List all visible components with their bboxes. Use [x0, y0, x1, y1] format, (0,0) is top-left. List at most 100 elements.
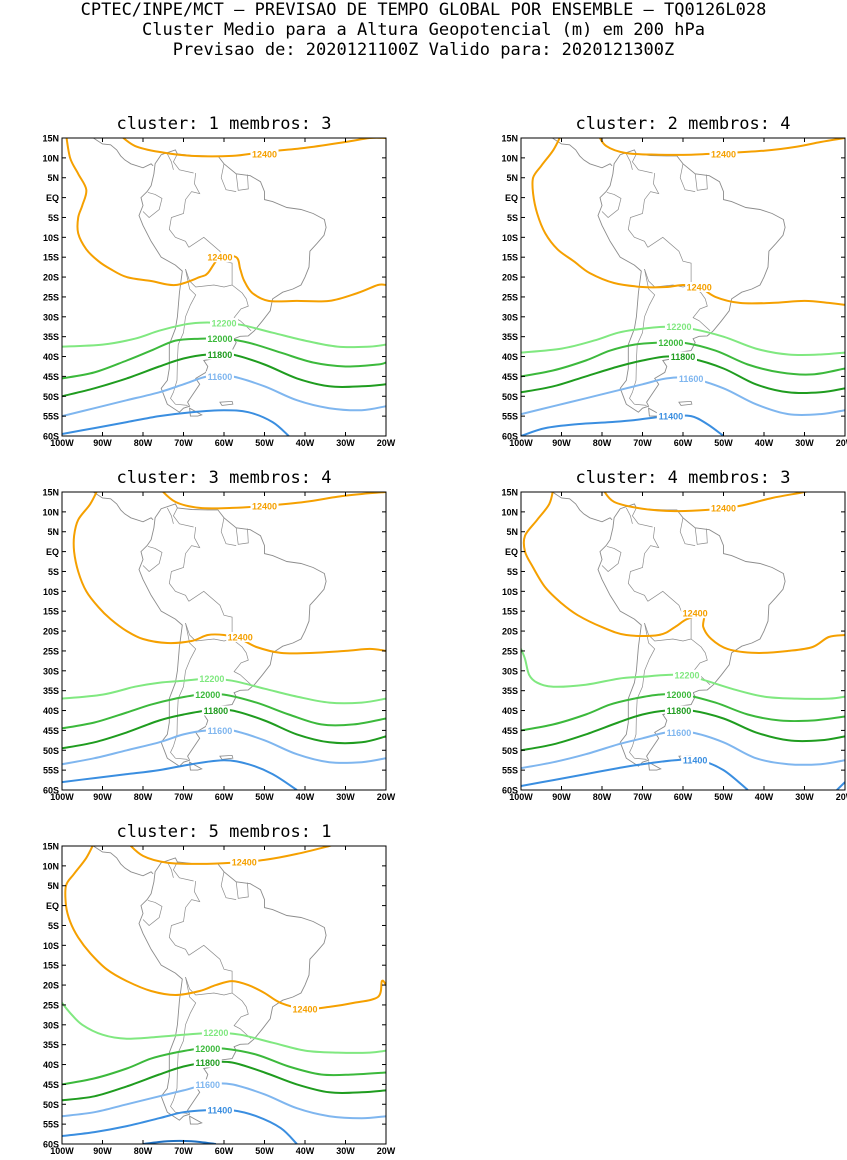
contour-label-background [291, 1003, 319, 1014]
country-border [172, 861, 194, 882]
lat-tick-label: 40S [502, 352, 518, 362]
lat-tick-label: 40S [502, 706, 518, 716]
lon-tick-label: 90W [93, 792, 112, 802]
lat-tick-label: 15S [43, 253, 59, 263]
contour-12400 [598, 138, 845, 156]
country-border [172, 507, 194, 528]
lat-tick-label: 35S [502, 332, 518, 342]
figure-title-line3: Previsao de: 2020121100Z Valido para: 20… [172, 40, 675, 60]
contour-label-background [709, 148, 738, 159]
map-figure: 12400 12400 12200 12000 11800 11600 11400 15N 10… [42, 842, 395, 1157]
contour-label-12000: 12000 [666, 690, 691, 700]
country-border [679, 163, 696, 192]
lon-tick-label: 90W [552, 438, 571, 448]
contour-label-background [669, 351, 697, 362]
lat-tick-label: 15S [502, 607, 518, 617]
lat-tick-label: 35S [43, 686, 59, 696]
country-border [627, 172, 660, 248]
lon-tick-label: 100W [50, 792, 74, 802]
contour-label-background [250, 148, 279, 159]
map-area: 12400 12400 12200 12000 11800 11600 11400 [521, 492, 845, 790]
lat-tick-label: 35S [43, 332, 59, 342]
contour-11400 [62, 759, 298, 790]
map-area: 12400 12400 12200 12000 11800 11600 [62, 492, 386, 790]
contour-label-12200: 12200 [666, 322, 691, 332]
central-america-coastline [92, 138, 154, 169]
figure-title-line2: Cluster Medio para a Altura Geopotencial… [142, 20, 705, 40]
contour-label-background [210, 317, 238, 328]
south-america-coastline [138, 857, 327, 1121]
contour-label-background [677, 373, 706, 384]
lat-tick-label: 25S [502, 292, 518, 302]
lat-tick-label: 20S [43, 981, 59, 991]
lat-tick-label: 55S [43, 766, 59, 776]
lat-tick-label: 45S [502, 726, 518, 736]
contour-label-11600: 11600 [208, 726, 233, 736]
country-border [601, 192, 622, 218]
lat-tick-label: 30S [502, 666, 518, 676]
lat-tick-label: 35S [502, 686, 518, 696]
lon-tick-label: 80W [593, 438, 612, 448]
country-border [166, 861, 174, 878]
contour-label-background [681, 608, 710, 619]
contour-label-12400: 12400 [252, 149, 277, 159]
lon-tick-label: 90W [93, 1146, 112, 1156]
contour-12400 [121, 138, 386, 158]
contour-label-12400: 12400 [292, 1004, 317, 1014]
lat-tick-label: 5N [47, 881, 59, 891]
contour-label-background [201, 705, 230, 716]
contour-11400 [521, 758, 749, 790]
contour-12400 [72, 492, 386, 655]
contour-label-12200: 12200 [199, 674, 224, 684]
contour-11400 [62, 1108, 298, 1144]
lon-tick-label: 30W [795, 438, 814, 448]
country-border [631, 153, 653, 174]
lat-tick-label: 5S [507, 213, 518, 223]
lat-tick-label: 40S [43, 1060, 59, 1070]
country-border [185, 944, 233, 996]
lat-tick-label: 60S [43, 432, 59, 442]
lon-tick-label: 50W [255, 1146, 274, 1156]
panel-title: cluster: 1 membros: 3 [116, 114, 332, 134]
lat-tick-label: 30S [43, 1020, 59, 1030]
lat-tick-label: 10S [43, 587, 59, 597]
lon-tick-label: 50W [255, 792, 274, 802]
country-border [220, 871, 237, 900]
lat-tick-label: 45S [43, 1080, 59, 1090]
lon-tick-label: 20W [836, 792, 847, 802]
lon-tick-label: 80W [593, 792, 612, 802]
contour-label-background [205, 349, 234, 360]
country-border [220, 517, 237, 546]
lon-tick-label: 70W [633, 438, 652, 448]
panel-title: cluster: 5 membros: 1 [116, 822, 332, 842]
contour-label-12000: 12000 [195, 1044, 220, 1054]
lat-tick-label: 50S [502, 392, 518, 402]
central-america-coastline [92, 492, 154, 523]
contour-11200 [142, 1139, 217, 1144]
lat-tick-label: 60S [502, 432, 518, 442]
lat-tick-label: 15N [42, 134, 59, 144]
country-border [235, 527, 249, 545]
lon-tick-label: 20W [377, 792, 396, 802]
lat-tick-label: 55S [502, 766, 518, 776]
contour-label-12200: 12200 [211, 318, 236, 328]
contour-label-12400: 12400 [711, 149, 736, 159]
country-border [235, 881, 249, 899]
contour-label-12400: 12400 [207, 253, 232, 263]
country-border [170, 269, 197, 406]
contour-11800 [62, 1060, 386, 1102]
country-border [694, 527, 708, 545]
contour-label-background [664, 321, 693, 332]
lon-tick-label: 100W [50, 1146, 74, 1156]
lat-tick-label: 45S [502, 372, 518, 382]
lon-tick-label: 90W [552, 792, 571, 802]
map-area: 12400 12400 12200 12000 11800 11600 11400 [521, 138, 845, 436]
lat-tick-label: 15N [42, 488, 59, 498]
lon-tick-label: 20W [377, 1146, 396, 1156]
map-figure: 12400 12400 12200 12000 11800 11600 11400 15N 10… [501, 134, 847, 449]
contour-label-11800: 11800 [204, 706, 229, 716]
contour-label-11400: 11400 [683, 756, 708, 766]
lon-tick-label: 30W [336, 1146, 355, 1156]
lon-tick-label: 40W [296, 438, 315, 448]
map-figure: 12400 12400 12200 12000 11800 11600 15N 10N 5N EQ… [42, 134, 395, 449]
